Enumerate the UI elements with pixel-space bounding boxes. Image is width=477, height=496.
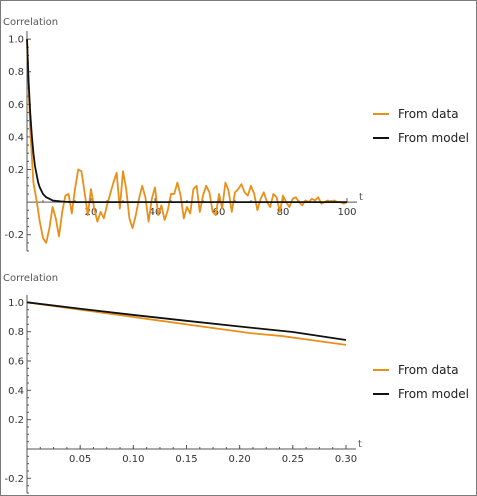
chart-autocorrelation-zoom: Correlation t -0.2 0.2 0.4 0.6 0.8 1.0 0.05 0.10 0… [3, 273, 469, 494]
legend-label-from-model: From model [398, 387, 469, 401]
y-tick-label: 0.2 [8, 415, 24, 426]
x-tick-label: 0.20 [229, 454, 251, 465]
legend-label-from-data: From data [398, 363, 459, 377]
x-axis-label: t [359, 192, 363, 203]
x-tick-label: 40 [149, 207, 162, 218]
x-tick-label: 0.15 [175, 454, 197, 465]
x-tick-label: 0.10 [122, 454, 144, 465]
x-tick-label: 0.05 [69, 454, 91, 465]
legend-label-from-data: From data [398, 107, 459, 121]
y-tick-label: 0.6 [8, 357, 24, 368]
y-tick-label: 0.4 [8, 386, 24, 397]
series-line-from-model [26, 39, 347, 204]
x-tick-label: 0.25 [282, 454, 304, 465]
y-axis-label: Correlation [3, 273, 58, 284]
series-line-from-data [26, 39, 348, 244]
y-tick-label: -0.2 [4, 474, 24, 485]
y-tick-label: 0.6 [8, 100, 24, 111]
y-axis-label: Correlation [3, 17, 58, 28]
x-tick-label: 80 [277, 207, 290, 218]
y-tick-label: 0.2 [8, 165, 24, 176]
x-tick-label: 60 [213, 207, 226, 218]
chart-autocorrelation-full: Correlation t -0.2 0.2 0.4 0.6 0.8 1.0 20 40 60 80 1… [3, 17, 469, 252]
legend-label-from-model: From model [398, 131, 469, 145]
series-line-from-model [26, 301, 347, 341]
y-tick-label: -0.2 [4, 230, 24, 241]
y-tick-label: 0.4 [8, 132, 24, 143]
y-tick-label: 0.8 [8, 67, 24, 78]
y-tick-label: 0.8 [8, 327, 24, 338]
y-tick-label: 1.0 [8, 35, 24, 46]
x-tick-label: 20 [85, 207, 98, 218]
x-tick-label: 100 [337, 207, 356, 218]
x-tick-label: 0.30 [335, 454, 357, 465]
x-axis-label: t [358, 439, 362, 450]
y-tick-label: 1.0 [8, 298, 24, 309]
